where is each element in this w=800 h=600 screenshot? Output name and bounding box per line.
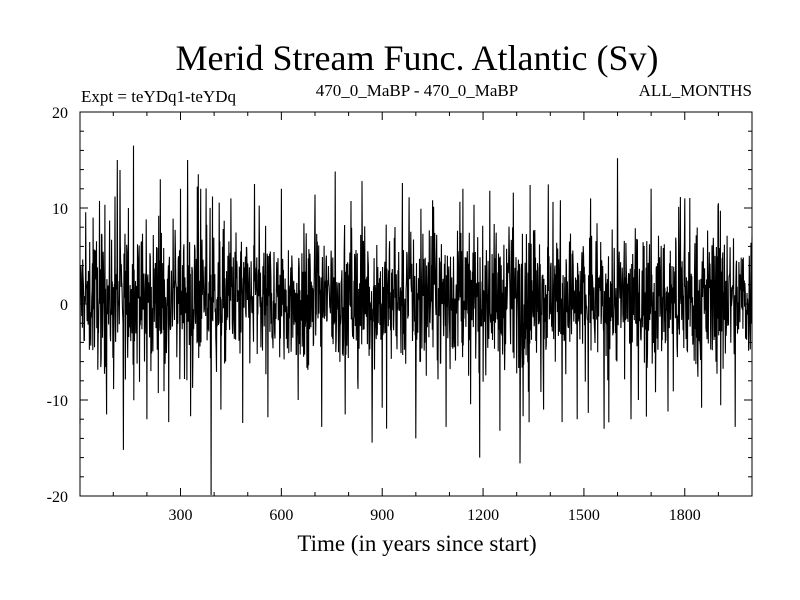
x-tick-label: 1800: [669, 507, 701, 524]
y-tick-label: 20: [52, 105, 68, 122]
chart-title: Merid Stream Func. Atlantic (Sv): [176, 38, 659, 78]
period-label: 470_0_MaBP - 470_0_MaBP: [316, 81, 518, 100]
experiment-label: Expt = teYDq1-teYDq: [81, 87, 237, 106]
y-tick-label: 0: [60, 297, 68, 314]
x-tick-label: 300: [169, 507, 193, 524]
y-tick-label: -20: [47, 489, 68, 506]
y-tick-label: -10: [47, 393, 68, 410]
x-tick-label: 1500: [568, 507, 600, 524]
months-label: ALL_MONTHS: [639, 81, 752, 100]
x-tick-label: 1200: [467, 507, 499, 524]
plot-area: 300 600 900 1200 1500 1800 -20 -10 0 10 20: [47, 105, 753, 524]
x-tick-label: 900: [370, 507, 394, 524]
x-axis-title: Time (in years since start): [297, 531, 536, 556]
series-line: [79, 145, 753, 496]
y-tick-label: 10: [52, 201, 68, 218]
x-tick-label: 600: [269, 507, 293, 524]
